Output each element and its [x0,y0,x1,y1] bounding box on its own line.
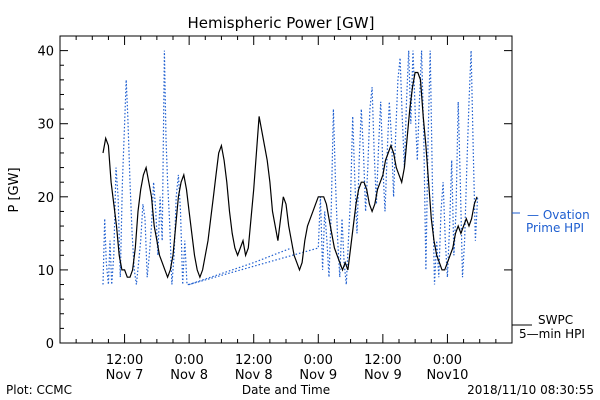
series-line-ovation-prime [102,50,479,286]
y-axis-label: P [GW] [7,167,22,212]
chart-title: Hemispheric Power [GW] [188,14,375,32]
legend-ovation-label: — Ovation [527,208,590,222]
y-tick-label: 20 [37,191,54,206]
footer-credit: Plot: CCMC [6,383,72,397]
x-tick-label-date: Nov 9 [364,368,402,383]
x-tick-label-date: Nov10 [426,368,468,383]
x-tick-label-time: 0:00 [304,353,333,368]
plot-frame [59,35,513,344]
legend-swpc-label: SWPC [538,313,573,327]
ovation-gap-bridge [188,247,292,286]
x-tick-label-time: 12:00 [235,353,272,368]
x-tick-label-date: Nov 7 [106,368,144,383]
axes [59,35,513,344]
series-line-swpc [102,71,478,279]
y-tick-label: 40 [37,45,54,60]
y-tick-label: 30 [37,118,54,133]
legend: — Ovation Prime HPI SWPC 5—min HPI [512,208,590,341]
y-tick-labels: 0 10 20 30 40 [37,45,54,352]
y-tick-label: 10 [37,264,54,279]
legend-swpc-label-2: 5—min HPI [519,327,585,341]
series-layer [102,50,479,286]
x-tick-label-time: 12:00 [106,353,143,368]
footer-timestamp: 2018/11/10 08:30:55 [467,383,594,397]
x-tick-label-date: Nov 9 [299,368,337,383]
x-tick-label-time: 0:00 [433,353,462,368]
y-axis-label-group: P [GW] [7,167,22,212]
x-tick-label-date: Nov 8 [235,368,273,383]
x-axis-label: Date and Time [242,383,330,397]
x-tick-label-date: Nov 8 [170,368,208,383]
x-tick-label-time: 12:00 [364,353,401,368]
legend-ovation-label-2: Prime HPI [526,221,584,235]
y-tick-label: 0 [46,337,54,352]
x-tick-label-time: 0:00 [175,353,204,368]
series-group [102,50,479,286]
